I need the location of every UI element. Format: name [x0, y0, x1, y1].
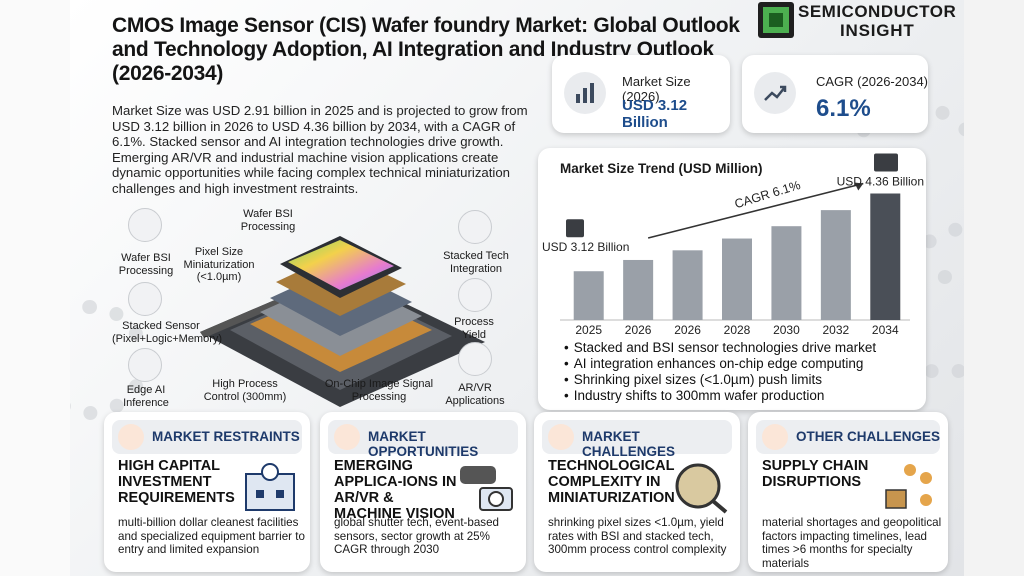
- chart-title: Market Size Trend (USD Million): [560, 161, 763, 176]
- chip-icon: [566, 219, 584, 238]
- supply-chain-icon: [885, 464, 932, 509]
- label-stacked-tech: Stacked Tech Integration: [443, 250, 509, 275]
- card-subtitle: HIGH CAPITAL INVESTMENT REQUIREMENTS: [118, 458, 235, 506]
- cagr-value: 6.1%: [816, 95, 871, 122]
- card-body: multi-billion dollar cleanest facilities…: [118, 516, 305, 556]
- vr-headset-icon: [458, 342, 492, 376]
- label-pixel-size: Pixel Size Miniaturization (<1.0µm): [183, 246, 255, 283]
- vr-headset-camera-icon: [460, 466, 513, 511]
- card-body: global shutter tech, event-based sensors…: [334, 516, 499, 556]
- cagr-card: CAGR (2026-2034) 6.1%: [742, 55, 928, 133]
- list-item: AI integration enhances on-chip edge com…: [564, 356, 876, 372]
- chip-icon: [458, 210, 492, 244]
- brand-logo: SEMICONDUCTOR INSIGHT: [758, 2, 970, 42]
- bar-chart-icon: [564, 72, 606, 114]
- label-wafer-bsi-top: Wafer BSI Processing: [240, 208, 296, 233]
- lightbulb-icon: [334, 424, 360, 450]
- x-tick-label: 2026: [625, 323, 652, 337]
- card-other-challenges: OTHER CHALLENGES SUPPLY CHAIN DISRUPTION…: [748, 412, 948, 572]
- label-arvr: AR/VR Applications: [445, 382, 505, 407]
- list-item: Stacked and BSI sensor technologies driv…: [564, 340, 876, 356]
- right-margin: [964, 0, 1024, 576]
- bar: [870, 193, 901, 320]
- card-header: MARKET RESTRAINTS: [112, 420, 302, 454]
- market-trend-chart-panel: Market Size Trend (USD Million) 2025 2026…: [538, 148, 926, 410]
- card-subtitle: SUPPLY CHAIN DISRUPTIONS: [762, 458, 869, 490]
- label-on-chip: On-Chip Image Signal Processing: [324, 378, 434, 403]
- card-header-label: OTHER CHALLENGES: [796, 429, 941, 444]
- x-tick-label: 2032: [823, 323, 850, 337]
- card-subtitle: EMERGING APPLICA-IONS IN AR/VR & MACHINE…: [334, 458, 457, 522]
- layers-icon: [128, 282, 162, 316]
- market-size-value: USD 3.12 Billion: [622, 97, 688, 131]
- label-high-process: High Process Control (300mm): [203, 378, 287, 403]
- bar: [722, 238, 752, 320]
- market-size-label: Market Size (2026): [622, 74, 691, 104]
- wafer-magnifier-icon: [675, 463, 728, 514]
- wafer-icon: [128, 208, 162, 242]
- stacked-sensor-illustration: [200, 236, 485, 407]
- trend-arrow: [647, 182, 864, 239]
- card-header-label: MARKET RESTRAINTS: [152, 429, 300, 444]
- card-subtitle: TECHNOLOGICAL COMPLEXITY IN MINIATURIZAT…: [548, 458, 675, 506]
- card-header-label: MARKET CHALLENGES: [582, 429, 676, 459]
- trend-label: CAGR 6.1%: [733, 178, 802, 211]
- list-item: Industry shifts to 300mm wafer productio…: [564, 388, 876, 404]
- card-header: MARKET OPPORTUNITIES: [328, 420, 518, 459]
- x-tick-label: 2030: [773, 323, 800, 337]
- bar: [820, 210, 851, 320]
- end-value-label: USD 4.36 Billion: [837, 175, 924, 189]
- brain-icon: [128, 348, 162, 382]
- label-stacked-sensor: Stacked Sensor (Pixel+Logic+Memory): [112, 320, 223, 345]
- bar: [771, 226, 802, 320]
- trend-up-icon: [754, 72, 796, 114]
- gears-icon: [762, 424, 788, 450]
- left-margin: [0, 0, 70, 576]
- list-item: Shrinking pixel sizes (<1.0µm) push limi…: [564, 372, 876, 388]
- card-body: material shortages and geopolitical fact…: [762, 516, 942, 570]
- card-market-challenges: MARKET CHALLENGES TECHNOLOGICAL COMPLEXI…: [534, 412, 740, 572]
- key-points-list: Stacked and BSI sensor technologies driv…: [564, 340, 876, 404]
- label-wafer-bsi-left: Wafer BSI Processing: [118, 252, 174, 277]
- bar-chart: 2025 2026 2026 2028 2030 2032 2034 CAGR 6.1% USD…: [542, 153, 924, 337]
- logo-line1: SEMICONDUCTOR: [798, 2, 957, 21]
- card-market-opportunities: MARKET OPPORTUNITIES EMERGING APPLICA-IO…: [320, 412, 526, 572]
- card-header-label: MARKET OPPORTUNITIES: [368, 429, 479, 459]
- card-header: OTHER CHALLENGES: [756, 420, 940, 454]
- hand-stop-icon: [548, 424, 574, 450]
- logo-line2: INSIGHT: [840, 21, 915, 40]
- money-hand-icon: [118, 424, 144, 450]
- bar: [623, 259, 654, 320]
- card-header: MARKET CHALLENGES: [542, 420, 732, 459]
- cagr-label: CAGR (2026-2034): [816, 74, 928, 89]
- label-edge-ai: Edge AI Inference: [123, 384, 169, 409]
- bar: [672, 250, 703, 320]
- label-process-yield: Process Yield: [454, 316, 494, 341]
- factory-icon: [245, 463, 295, 511]
- card-market-restraints: MARKET RESTRAINTS HIGH CAPITAL INVESTMEN…: [104, 412, 310, 572]
- start-value-label: USD 3.12 Billion: [542, 240, 629, 254]
- x-tick-label: 2034: [872, 323, 899, 337]
- wafer-yield-icon: [458, 278, 492, 312]
- x-tick-label: 2025: [575, 323, 602, 337]
- chip-logo-icon: [758, 2, 794, 38]
- trend-arrow-head: [854, 182, 864, 191]
- market-size-card: Market Size (2026) USD 3.12 Billion: [552, 55, 730, 133]
- x-tick-label: 2026: [674, 323, 701, 337]
- card-body: shrinking pixel sizes <1.0µm, yield rate…: [548, 516, 727, 556]
- sensor-chip-icon: [874, 153, 898, 172]
- bar: [573, 271, 604, 320]
- intro-text: Market Size was USD 2.91 billion in 2025…: [112, 103, 528, 196]
- x-tick-label: 2028: [724, 323, 751, 337]
